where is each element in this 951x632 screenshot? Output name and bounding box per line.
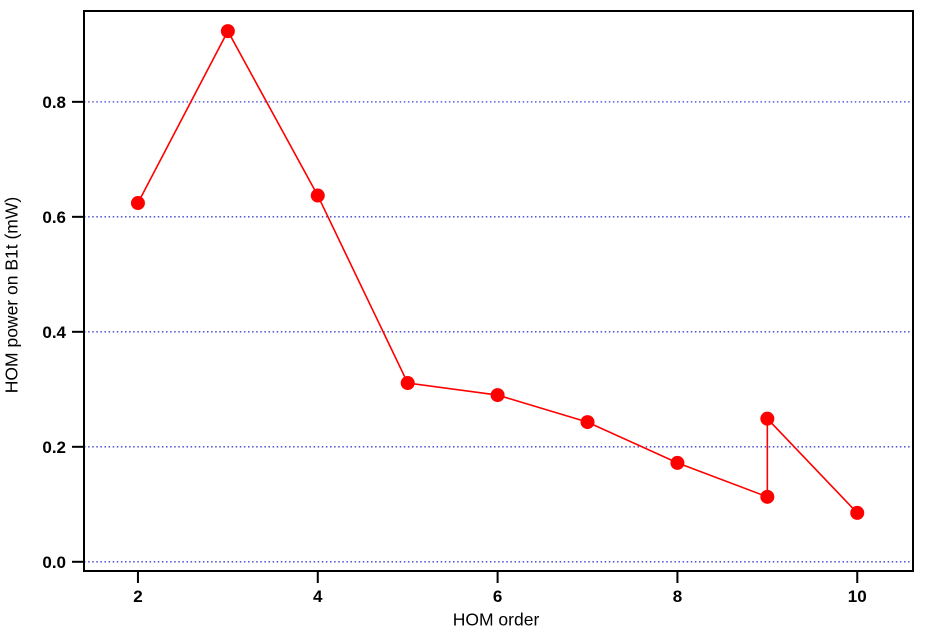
data-point xyxy=(670,455,685,470)
y-axis-title: HOM power on B1t (mW) xyxy=(1,196,22,394)
x-axis-title: HOM order xyxy=(452,609,540,630)
x-tick-label: 4 xyxy=(313,587,323,606)
y-tick-label: 0.2 xyxy=(42,438,66,457)
x-tick-label: 2 xyxy=(133,587,142,606)
data-point xyxy=(400,375,415,390)
y-tick-label: 0.0 xyxy=(42,553,66,572)
y-tick-label: 0.4 xyxy=(42,323,66,342)
data-point xyxy=(130,196,145,211)
y-tick-label: 0.8 xyxy=(42,93,66,112)
data-line xyxy=(137,29,858,514)
x-tick-label: 8 xyxy=(673,587,682,606)
data-point xyxy=(760,489,775,504)
x-tick-label: 10 xyxy=(848,587,867,606)
y-tick-label: 0.6 xyxy=(42,208,66,227)
data-point xyxy=(490,388,505,403)
x-tick-label: 6 xyxy=(493,587,502,606)
data-point xyxy=(850,505,865,520)
data-point xyxy=(760,411,775,426)
data-point xyxy=(220,24,235,39)
data-point xyxy=(580,415,595,430)
data-point xyxy=(310,188,325,203)
plot-frame xyxy=(83,10,914,572)
